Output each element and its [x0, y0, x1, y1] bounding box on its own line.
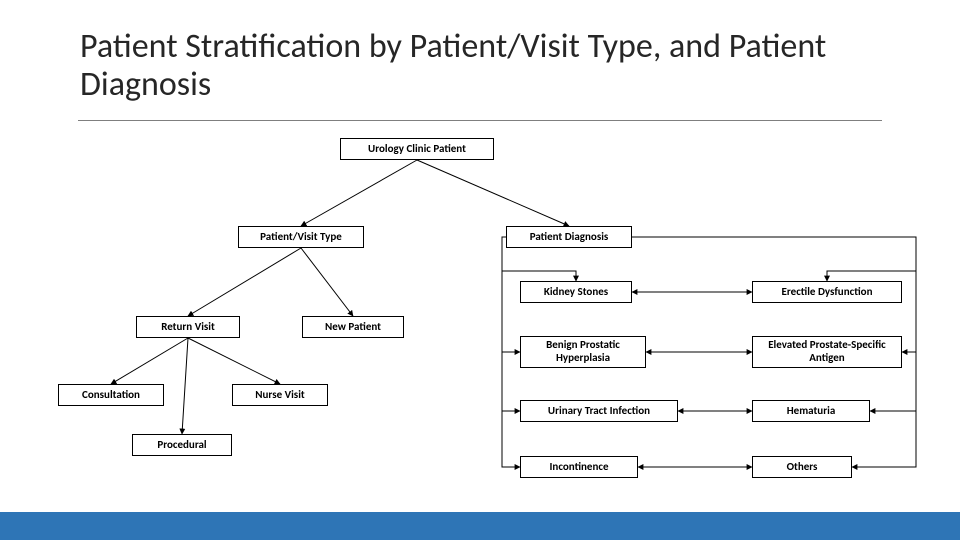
node-kidney: Kidney Stones	[520, 281, 632, 303]
edge-return-nurse	[188, 338, 280, 384]
node-procedural: Procedural	[132, 434, 232, 456]
node-others: Others	[752, 456, 852, 478]
edge-visit_type-return	[188, 248, 301, 316]
node-new_patient: New Patient	[302, 316, 404, 338]
node-consult: Consultation	[58, 384, 164, 406]
node-uti: Urinary Tract Infection	[520, 400, 678, 422]
title-underline	[78, 120, 882, 121]
node-incont: Incontinence	[520, 456, 638, 478]
node-root: Urology Clinic Patient	[340, 138, 494, 160]
edge-root-diagnosis	[417, 160, 569, 226]
edge-visit_type-new_patient	[301, 248, 353, 316]
node-diagnosis: Patient Diagnosis	[506, 226, 632, 248]
edge-root-visit_type	[301, 160, 417, 226]
edge-uti-diagnosis	[502, 237, 632, 411]
node-hematuria: Hematuria	[752, 400, 870, 422]
node-return: Return Visit	[136, 316, 240, 338]
node-bph: Benign Prostatic Hyperplasia	[520, 336, 646, 368]
edge-erectile-diagnosis	[632, 237, 916, 281]
edge-return-procedural	[182, 338, 188, 434]
footer-bar	[0, 512, 960, 540]
slide: Patient Stratification by Patient/Visit …	[0, 0, 960, 540]
node-nurse: Nurse Visit	[232, 384, 328, 406]
edge-hematuria-diagnosis	[632, 237, 916, 411]
edge-return-consult	[111, 338, 188, 384]
node-erectile: Erectile Dysfunction	[752, 281, 902, 303]
node-epsa: Elevated Prostate-Specific Antigen	[752, 336, 902, 368]
slide-title: Patient Stratification by Patient/Visit …	[80, 28, 880, 104]
node-visit_type: Patient/Visit Type	[238, 226, 364, 248]
